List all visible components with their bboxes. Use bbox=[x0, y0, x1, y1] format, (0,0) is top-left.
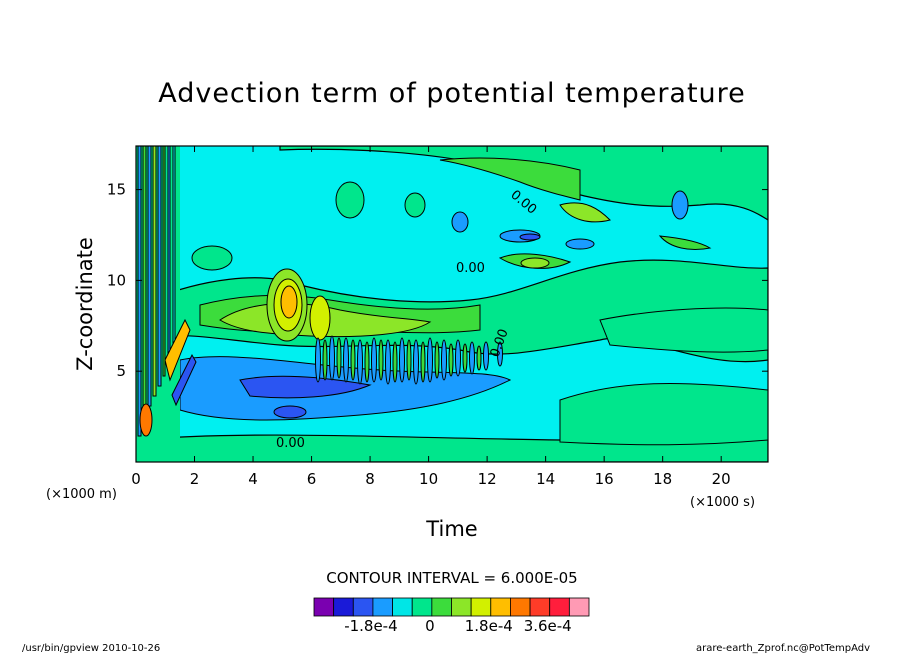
colorbar-swatch bbox=[510, 597, 531, 617]
x-tick-label: 20 bbox=[712, 470, 731, 488]
contour-label: 0.00 bbox=[456, 261, 485, 276]
colorbar bbox=[313, 597, 590, 617]
x-tick-label: 0 bbox=[131, 470, 141, 488]
colorbar-swatch bbox=[372, 597, 393, 617]
x-tick-label: 4 bbox=[248, 470, 258, 488]
colorbar-swatch bbox=[529, 597, 551, 617]
y-tick-label: 10 bbox=[107, 271, 126, 289]
contour-interval: CONTOUR INTERVAL = 6.000E-05 bbox=[326, 569, 577, 587]
footer-right: arare-earth_Zprof.nc@PotTempAdv bbox=[696, 643, 870, 654]
x-axis: 0 2 4 6 8 10 12 14 16 18 20 bbox=[131, 146, 731, 488]
x-tick-label: 18 bbox=[653, 470, 672, 488]
colorbar-swatch bbox=[392, 597, 413, 617]
y-axis: 5 10 15 bbox=[107, 181, 768, 380]
colorbar-swatch bbox=[451, 597, 472, 617]
y-unit-label: (×1000 m) bbox=[46, 487, 117, 502]
colorbar-swatch bbox=[352, 597, 374, 617]
colorbar-swatch bbox=[470, 597, 492, 617]
colorbar-labels: -1.8e-4 0 1.8e-4 3.6e-4 bbox=[344, 617, 572, 635]
x-tick-label: 2 bbox=[190, 470, 200, 488]
x-tick-label: 10 bbox=[419, 470, 438, 488]
colorbar-tick-label: 1.8e-4 bbox=[465, 617, 513, 635]
colorbar-tick-label: -1.8e-4 bbox=[344, 617, 397, 635]
contour-label: 0.00 bbox=[276, 436, 305, 451]
y-tick-label: 15 bbox=[107, 181, 126, 199]
colorbar-tick-label: 3.6e-4 bbox=[524, 617, 572, 635]
colorbar-swatch bbox=[313, 597, 335, 617]
colorbar-swatch bbox=[333, 597, 354, 617]
y-axis-label: Z-coordinate bbox=[73, 237, 97, 371]
footer-left: /usr/bin/gpview 2010-10-26 bbox=[22, 643, 160, 654]
heatmap-field bbox=[136, 146, 768, 462]
x-axis-label: Time bbox=[425, 517, 477, 541]
chart-title: Advection term of potential temperature bbox=[158, 78, 746, 109]
y-tick-label: 5 bbox=[116, 362, 126, 380]
colorbar-swatch bbox=[490, 597, 511, 617]
colorbar-tick-label: 0 bbox=[425, 617, 435, 635]
colorbar-swatch bbox=[431, 597, 452, 617]
x-tick-label: 8 bbox=[365, 470, 375, 488]
x-tick-label: 14 bbox=[536, 470, 555, 488]
x-tick-label: 6 bbox=[307, 470, 317, 488]
colorbar-swatch bbox=[568, 597, 590, 617]
plot-frame bbox=[135, 145, 769, 463]
colorbar-swatch bbox=[411, 597, 433, 617]
x-tick-label: 12 bbox=[478, 470, 497, 488]
colorbar-swatch bbox=[549, 597, 570, 617]
x-unit-label: (×1000 s) bbox=[690, 495, 755, 510]
x-tick-label: 16 bbox=[595, 470, 614, 488]
